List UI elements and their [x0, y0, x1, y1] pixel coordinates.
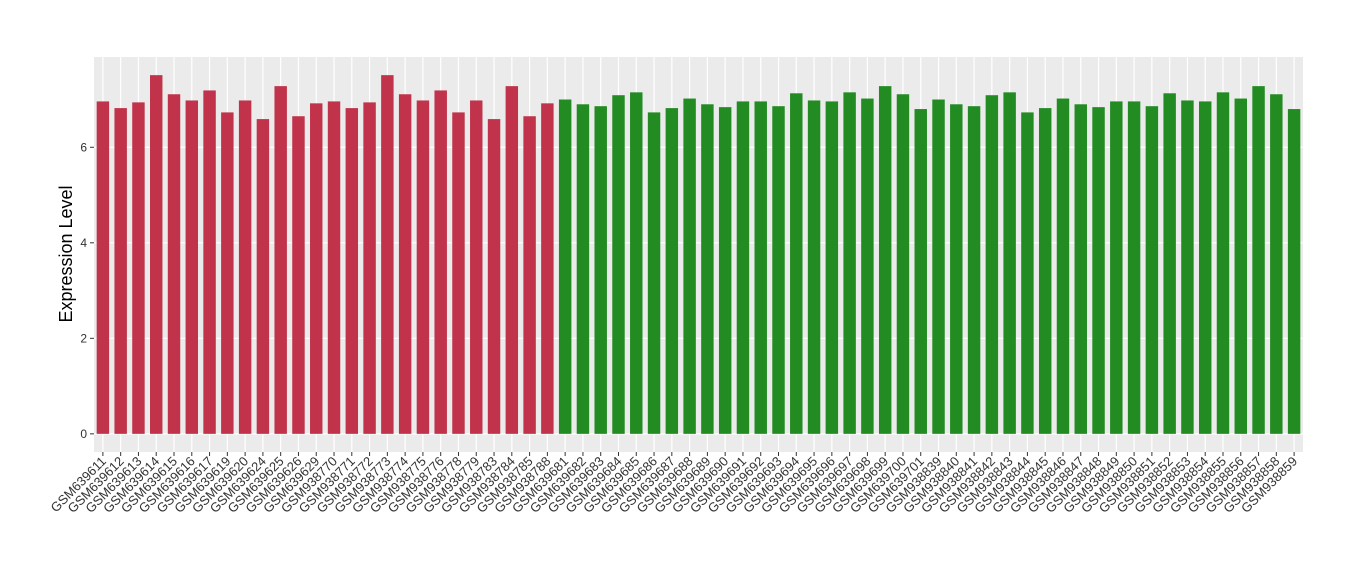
bar [754, 101, 767, 434]
bar [1074, 104, 1087, 434]
bar [985, 95, 999, 434]
bar [807, 100, 821, 434]
bar [452, 112, 465, 434]
bar [683, 98, 696, 434]
bar [772, 106, 785, 434]
bar [398, 94, 412, 434]
bar [701, 104, 714, 434]
bar [238, 100, 252, 434]
bar [1021, 112, 1034, 434]
bar [470, 100, 483, 434]
bar [612, 95, 625, 434]
bar [647, 112, 661, 434]
bar [274, 86, 287, 434]
bar [718, 107, 732, 434]
bar [736, 101, 750, 434]
bar [363, 102, 376, 434]
bar [132, 102, 145, 434]
bar [932, 99, 945, 434]
bar [185, 100, 199, 434]
y-tick-label: 2 [80, 331, 87, 345]
bar [345, 108, 359, 434]
bar [594, 106, 607, 434]
bar [327, 101, 341, 434]
bar [630, 92, 643, 434]
bar [523, 116, 536, 434]
y-tick-label: 4 [80, 236, 87, 250]
bar [878, 86, 892, 434]
y-tick-label: 6 [80, 140, 87, 154]
bar [1110, 101, 1123, 434]
bar [1127, 101, 1141, 434]
bar [790, 93, 803, 434]
bar [203, 90, 216, 434]
bar [487, 119, 501, 434]
bar [150, 75, 163, 434]
bar [665, 108, 679, 434]
bar [221, 112, 234, 434]
bar [1198, 101, 1212, 434]
bar [541, 103, 554, 434]
bar [1003, 92, 1016, 434]
y-tick-label: 0 [80, 427, 87, 441]
y-axis-label: Expression Level [56, 185, 76, 322]
bar [381, 75, 394, 434]
bar [292, 116, 305, 434]
bar [967, 106, 981, 434]
bar [558, 99, 572, 434]
bar [1038, 108, 1052, 434]
bar [896, 94, 910, 434]
bar [434, 90, 447, 434]
bar [1287, 109, 1301, 434]
bar [256, 119, 270, 434]
bar [1163, 93, 1176, 434]
bar [576, 104, 590, 434]
bar [1092, 107, 1105, 434]
bar [1181, 100, 1194, 434]
bar [310, 103, 323, 434]
bar [96, 101, 110, 434]
bar [861, 98, 874, 434]
bar [914, 109, 927, 434]
bar [843, 92, 856, 434]
bar [1056, 98, 1070, 434]
bar [505, 86, 519, 434]
bar [950, 104, 963, 434]
bar [114, 108, 127, 434]
bar [1145, 106, 1159, 434]
bar [167, 94, 181, 434]
bar [1270, 94, 1283, 434]
bar [1252, 86, 1265, 434]
bar [1216, 92, 1230, 434]
bar [416, 100, 430, 434]
bar [1234, 98, 1247, 434]
bar [825, 101, 839, 434]
